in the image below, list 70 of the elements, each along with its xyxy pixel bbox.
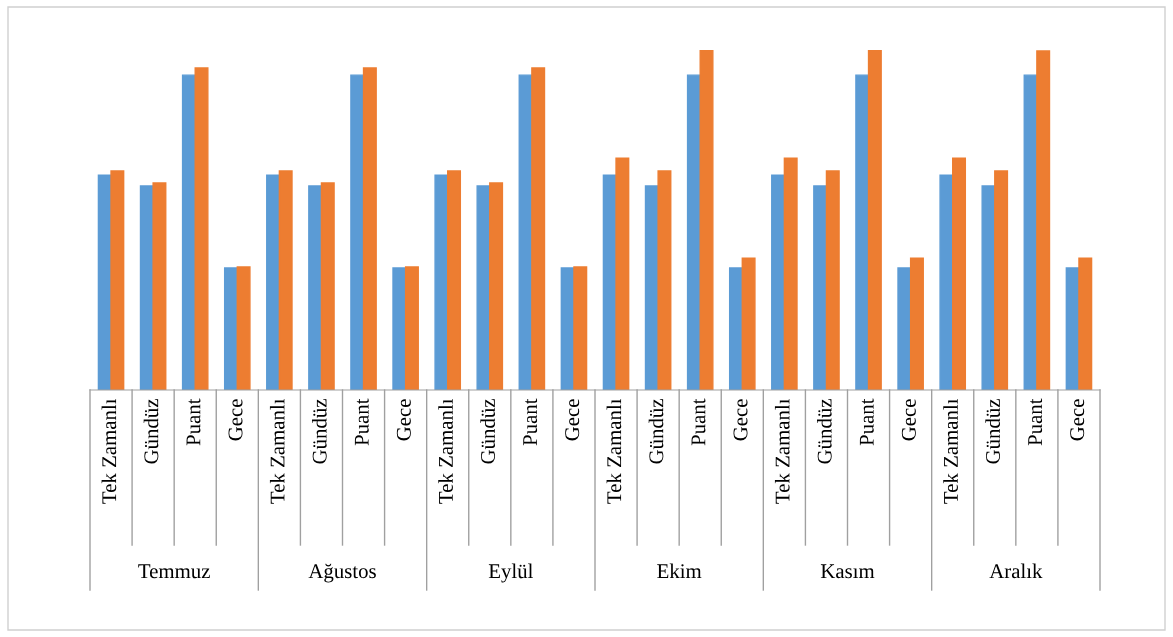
x-tick-label: Puant: [354, 398, 369, 446]
bar: [489, 182, 504, 390]
x-tick-label: Gündüz: [817, 399, 832, 464]
bar: [278, 170, 293, 390]
text: Ekim: [657, 563, 702, 579]
bar: [1036, 50, 1051, 390]
x-tick-label: Gece: [565, 399, 580, 441]
bar: [771, 174, 786, 390]
x-tick-label: Gündüz: [143, 399, 159, 464]
bar: [994, 170, 1009, 390]
x-tick-label: Gece: [901, 399, 916, 441]
x-tick-label: Gündüz: [648, 399, 664, 464]
bar: [897, 267, 912, 390]
bar: [181, 74, 196, 390]
bar: [573, 266, 588, 390]
bar: [223, 267, 238, 390]
bar: [952, 157, 967, 390]
bar: [447, 170, 462, 390]
text: Eylül: [488, 563, 533, 583]
bar: [855, 74, 870, 390]
x-tick-label: Gündüz: [312, 399, 327, 464]
x-tick-label: Tek Zamanlı: [774, 398, 790, 504]
x-tick-label: Tek Zamanlı: [101, 398, 117, 504]
text: Aralık: [989, 563, 1043, 579]
bar: [152, 182, 167, 390]
bar: [266, 174, 281, 390]
x-tick-label: Tek Zamanlı: [269, 398, 285, 504]
x-tick-label: Gündüz: [480, 399, 496, 464]
bar: [783, 157, 798, 390]
x-tick-label: Gece: [733, 399, 748, 441]
bar: [741, 257, 756, 390]
bar: [825, 170, 840, 390]
bar: [728, 267, 743, 390]
bar: [308, 185, 323, 390]
text: Kasım: [820, 564, 875, 579]
bar: [981, 185, 996, 390]
bar: [236, 266, 251, 390]
bar: [320, 182, 335, 390]
bar: [350, 74, 365, 390]
bar: [699, 50, 714, 390]
bar: [531, 67, 546, 390]
bar: [909, 257, 924, 390]
bar: [686, 74, 701, 390]
x-tick-label: Gece: [1070, 399, 1085, 441]
x-tick-label: Puant: [1028, 398, 1043, 446]
bar: [404, 266, 419, 390]
text: Ağustos: [308, 563, 376, 583]
x-tick-label: Gece: [228, 399, 243, 441]
bar: [362, 67, 377, 390]
bar: [434, 174, 449, 390]
x-tick-label: Gündüz: [985, 399, 1001, 464]
x-tick-label: Puant: [523, 398, 538, 446]
bar: [194, 67, 209, 390]
bar: [867, 50, 882, 390]
x-tick-label: Tek Zamanlı: [438, 398, 453, 504]
text: Temmuz: [138, 564, 210, 579]
bar: [392, 267, 407, 390]
bar: [615, 157, 630, 390]
bar: [813, 185, 828, 390]
x-tick-label: Puant: [186, 398, 201, 446]
x-tick-label: Puant: [859, 398, 874, 446]
bar: [1078, 257, 1093, 390]
x-tick-label: Gece: [396, 399, 411, 441]
bar: [110, 170, 125, 390]
bar: [939, 174, 954, 390]
x-tick-label: Tek Zamanlı: [943, 398, 958, 504]
bar: [657, 170, 672, 390]
x-tick-label: Puant: [691, 398, 706, 446]
bar: [476, 185, 491, 390]
x-tick-label: Tek Zamanlı: [606, 398, 622, 504]
